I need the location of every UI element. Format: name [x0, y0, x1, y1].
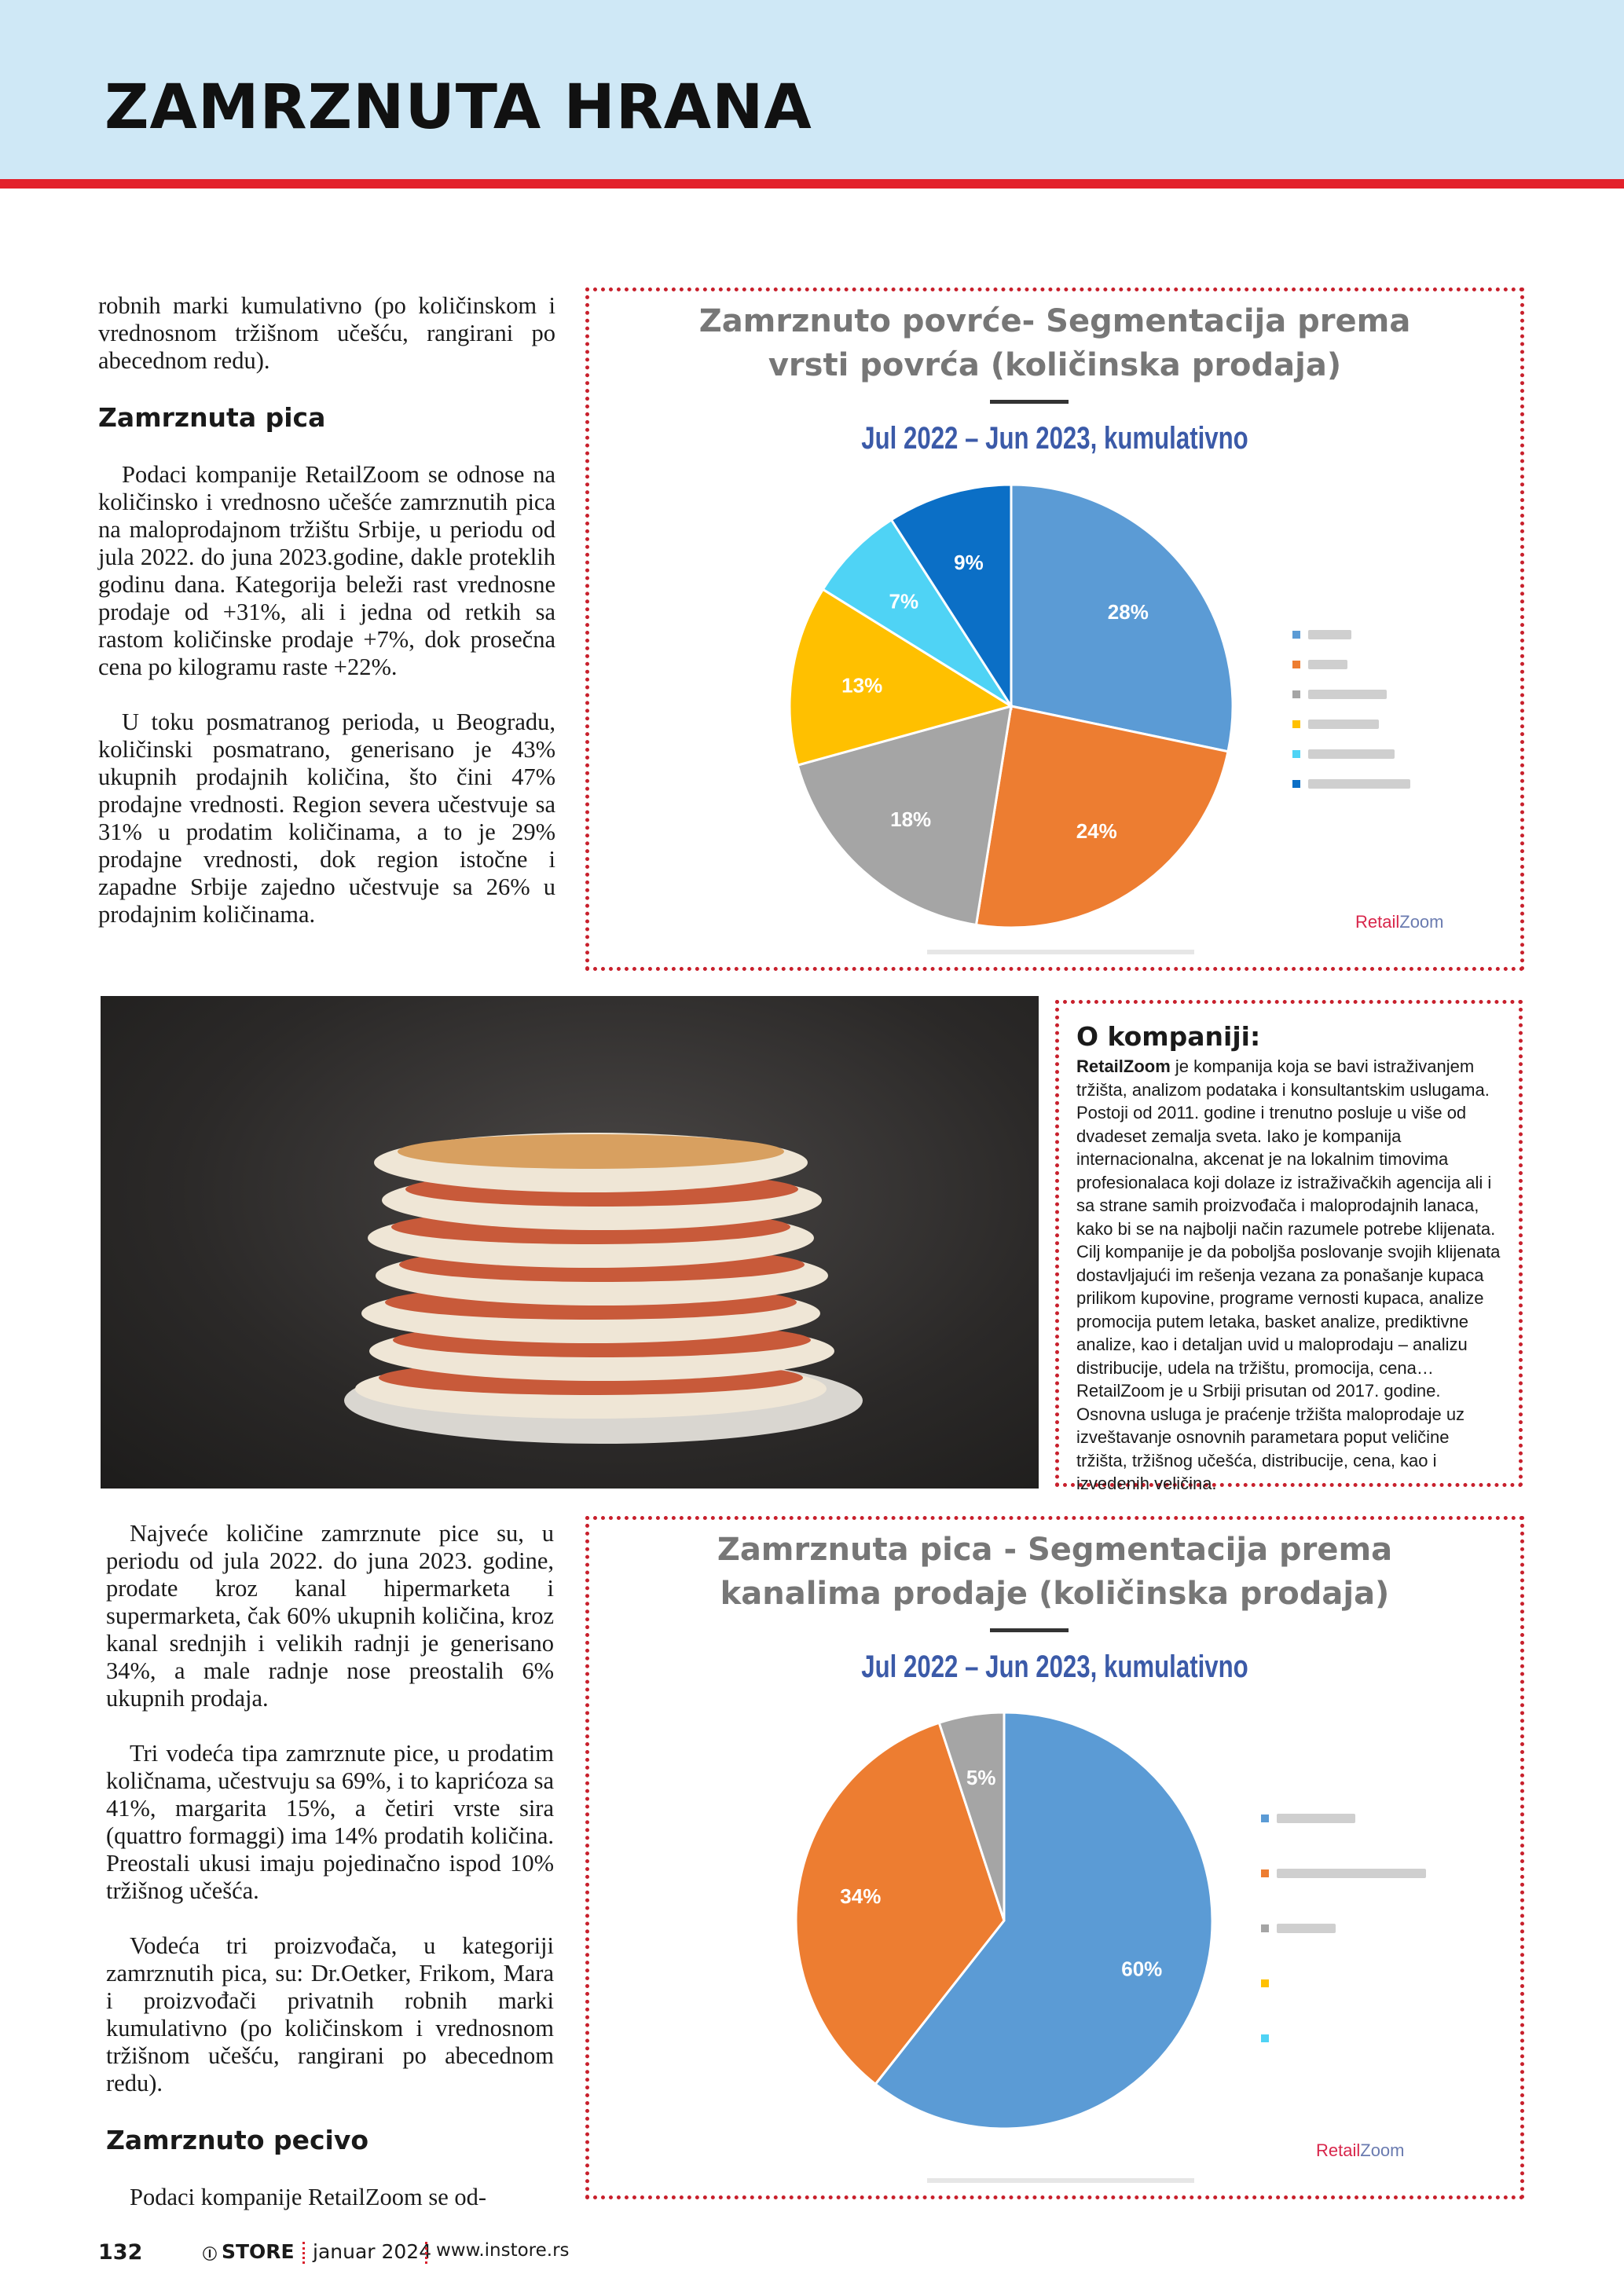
title-divider: [990, 400, 1069, 404]
issue-date: januar 2024: [313, 2240, 432, 2263]
chart-title: Zamrznuta pica - Segmentacija prema kana…: [589, 1528, 1520, 1616]
chart-subtitle: Jul 2022 – Jun 2023, kumulativno: [861, 1650, 1248, 1684]
chart-title-line2: kanalima prodaje (količinska prodaja): [720, 1576, 1390, 1612]
chart-title-line2: vrsti povrća (količinska prodaja): [768, 347, 1342, 383]
paragraph: Najveće količine zamrznute pice su, u pe…: [106, 1520, 554, 1712]
source-note: [927, 950, 1194, 954]
slice-data-label: 7%: [889, 589, 919, 613]
paragraph: Podaci kompanije RetailZoom se odnose na…: [98, 461, 555, 680]
legend-swatch: [1261, 2034, 1269, 2042]
paragraph: Tri vodeća tipa zamrznute pice, u prodat…: [106, 1740, 554, 1904]
chart-title: Zamrznuto povrće- Segmentacija prema vrs…: [589, 299, 1520, 387]
about-company-box: O kompaniji: RetailZoom je kompanija koj…: [1055, 1000, 1523, 1493]
about-title: O kompaniji:: [1076, 1021, 1261, 1052]
slice-data-label: 24%: [1076, 819, 1117, 843]
legend-swatch: [1261, 1979, 1269, 1987]
legend-item: [1292, 739, 1410, 769]
legend-label-illegible: [1308, 779, 1410, 789]
title-divider: [990, 1628, 1069, 1632]
pie-slice: [821, 518, 1013, 708]
pie-slice: [974, 705, 1230, 929]
legend: [1292, 620, 1410, 799]
slice-data-label: 13%: [841, 674, 882, 698]
pie-slice: [889, 483, 1013, 711]
legend-item: [1292, 679, 1410, 709]
pie-slice: [1010, 483, 1234, 753]
about-brand: RetailZoom: [1076, 1056, 1171, 1076]
pizza-illustration: [344, 1133, 863, 1444]
slice-data-label: 34%: [840, 1884, 881, 1908]
page-footer: 132 Ⓘ STORE januar 2024 www.instore.rs: [0, 2240, 1624, 2272]
pie-slice: [788, 588, 1014, 767]
slice-data-label: 60%: [1121, 1957, 1162, 1981]
subheading-pica: Zamrznuta pica: [98, 402, 326, 433]
legend-item: [1261, 1956, 1426, 2011]
legend-label-illegible: [1308, 749, 1395, 759]
about-text: RetailZoom je kompanija koja se bavi ist…: [1076, 1055, 1505, 1496]
pie-slice: [796, 704, 1013, 927]
page-header: ZAMRZNUTA HRANA: [0, 0, 1624, 179]
section-title: ZAMRZNUTA HRANA: [104, 72, 812, 143]
pizza-stack-photo: [101, 996, 1039, 1489]
legend-label-illegible: [1308, 630, 1351, 639]
separator: [302, 2242, 305, 2264]
pie-slice: [874, 1711, 1214, 2130]
legend-swatch: [1292, 720, 1300, 728]
paragraph: robnih marki kumulativno (po količinskom…: [98, 292, 555, 374]
legend-label-illegible: [1277, 1869, 1426, 1878]
magazine-brand: STORE: [222, 2240, 295, 2263]
article-column-1: robnih marki kumulativno (po količinskom…: [98, 292, 555, 956]
website-link[interactable]: www.instore.rs: [436, 2240, 570, 2261]
legend-label-illegible: [1308, 720, 1379, 729]
header-divider: [0, 179, 1624, 189]
page-number: 132: [98, 2240, 143, 2265]
paragraph: U toku posmatranog perioda, u Beogradu, …: [98, 709, 555, 928]
legend-swatch: [1292, 750, 1300, 758]
legend-item: [1261, 2011, 1426, 2066]
legend-swatch: [1261, 1869, 1269, 1877]
subheading-pecivo: Zamrznuto pecivo: [106, 2125, 369, 2155]
legend-item: [1292, 709, 1410, 739]
slice-data-label: 28%: [1108, 600, 1149, 624]
pie-chart: 28% 24% 18% 13% 7% 9%: [788, 483, 1234, 929]
about-body: je kompanija koja se bavi istraživanjem …: [1076, 1056, 1501, 1493]
chart-title-line1: Zamrznuto povrće- Segmentacija prema: [698, 303, 1411, 339]
chart-subtitle: Jul 2022 – Jun 2023, kumulativno: [861, 421, 1248, 456]
pie-slice: [794, 1721, 1006, 2086]
legend-item: [1292, 769, 1410, 799]
legend-label-illegible: [1308, 690, 1387, 699]
legend-label-illegible: [1277, 1924, 1336, 1933]
instore-logo-icon: Ⓘ: [203, 2247, 217, 2263]
legend-item: [1292, 620, 1410, 650]
legend-swatch: [1261, 1924, 1269, 1932]
source-note: [927, 2178, 1194, 2183]
legend-swatch: [1292, 690, 1300, 698]
legend-swatch: [1292, 631, 1300, 639]
legend-swatch: [1292, 661, 1300, 668]
legend: [1261, 1791, 1426, 2066]
legend-item: [1292, 650, 1410, 679]
legend-label-illegible: [1308, 660, 1347, 669]
slice-data-label: 9%: [954, 551, 984, 574]
legend-label-illegible: [1277, 1814, 1355, 1823]
pie-chart: 60% 34% 5%: [794, 1711, 1214, 2130]
chart-pica: Zamrznuta pica - Segmentacija prema kana…: [585, 1516, 1524, 2199]
legend-item: [1261, 1901, 1426, 1956]
slice-data-label: 18%: [890, 807, 931, 831]
paragraph: Vodeća tri proizvođača, u kategoriji zam…: [106, 1932, 554, 2096]
retailzoom-logo: RetailZoom: [1316, 2140, 1405, 2160]
slice-data-label: 5%: [966, 1766, 996, 1789]
retailzoom-logo: RetailZoom: [1355, 912, 1444, 932]
chart-povrce: Zamrznuto povrće- Segmentacija prema vrs…: [585, 287, 1524, 971]
pie-slice: [937, 1711, 1006, 1921]
legend-item: [1261, 1791, 1426, 1846]
article-column-2: Najveće količine zamrznute pice su, u pe…: [106, 1520, 554, 2239]
pizza-topping: [398, 1134, 784, 1169]
chart-title-line1: Zamrznuta pica - Segmentacija prema: [717, 1532, 1393, 1568]
paragraph: Podaci kompanije RetailZoom se od-: [130, 2184, 487, 2210]
separator: [425, 2242, 427, 2264]
legend-swatch: [1261, 1814, 1269, 1822]
legend-swatch: [1292, 780, 1300, 788]
legend-item: [1261, 1846, 1426, 1901]
